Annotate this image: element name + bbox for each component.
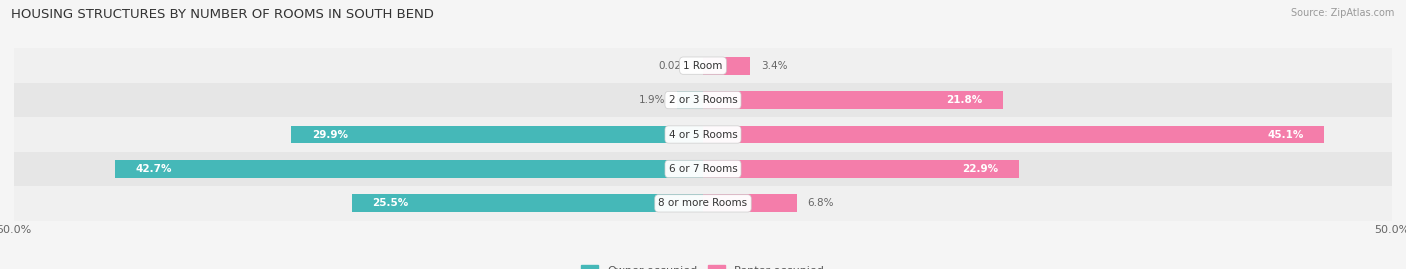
Bar [14, 152, 1392, 186]
Text: 6 or 7 Rooms: 6 or 7 Rooms [669, 164, 737, 174]
Text: 25.5%: 25.5% [373, 198, 409, 208]
Bar [676, 91, 703, 109]
Bar [14, 83, 1392, 117]
Bar [291, 126, 703, 143]
Bar [352, 194, 703, 212]
Text: 29.9%: 29.9% [312, 129, 347, 140]
Text: 22.9%: 22.9% [962, 164, 998, 174]
Text: Source: ZipAtlas.com: Source: ZipAtlas.com [1291, 8, 1395, 18]
Text: 45.1%: 45.1% [1267, 129, 1303, 140]
Text: 42.7%: 42.7% [135, 164, 172, 174]
Text: 6.8%: 6.8% [807, 198, 834, 208]
Bar [703, 194, 797, 212]
Text: 3.4%: 3.4% [761, 61, 787, 71]
Bar [703, 57, 749, 75]
Bar [703, 126, 1324, 143]
Bar [14, 186, 1392, 221]
Text: 21.8%: 21.8% [946, 95, 983, 105]
Text: 8 or more Rooms: 8 or more Rooms [658, 198, 748, 208]
Text: 1 Room: 1 Room [683, 61, 723, 71]
Text: 4 or 5 Rooms: 4 or 5 Rooms [669, 129, 737, 140]
Bar [703, 91, 1004, 109]
Text: HOUSING STRUCTURES BY NUMBER OF ROOMS IN SOUTH BEND: HOUSING STRUCTURES BY NUMBER OF ROOMS IN… [11, 8, 434, 21]
Text: 1.9%: 1.9% [640, 95, 666, 105]
Legend: Owner-occupied, Renter-occupied: Owner-occupied, Renter-occupied [576, 261, 830, 269]
Bar [14, 48, 1392, 83]
Bar [703, 160, 1018, 178]
Text: 0.02%: 0.02% [659, 61, 692, 71]
Text: 2 or 3 Rooms: 2 or 3 Rooms [669, 95, 737, 105]
Bar [14, 117, 1392, 152]
Bar [115, 160, 703, 178]
